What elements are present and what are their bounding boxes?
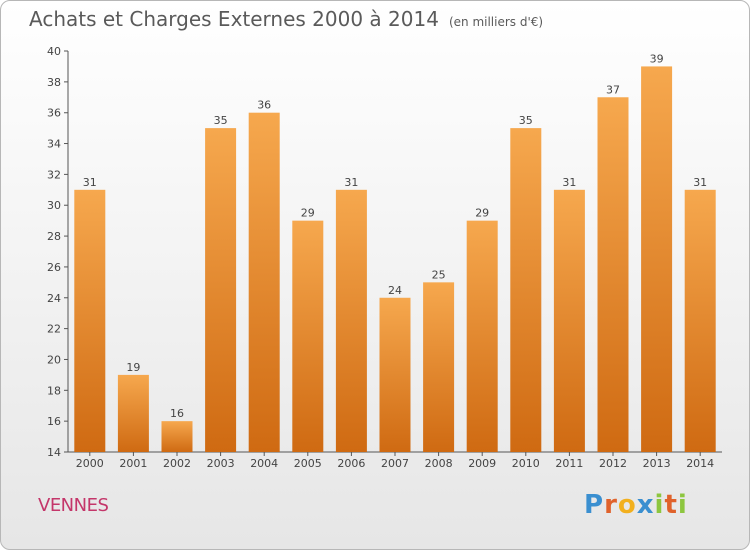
data-label: 19 xyxy=(126,361,140,374)
y-tick-label: 32 xyxy=(47,168,61,181)
bar xyxy=(248,112,280,452)
bar xyxy=(553,189,585,453)
logo-letter: x xyxy=(636,490,655,520)
x-tick-label: 2010 xyxy=(512,457,540,470)
value-labels: 31 19 16 35 36 29 31 24 25 29 35 31 37 39 31 xyxy=(83,52,707,420)
logo-letter: r xyxy=(604,490,618,520)
x-tick-label: 2000 xyxy=(76,457,104,470)
x-tick-label: 2005 xyxy=(294,457,322,470)
data-label: 31 xyxy=(344,176,358,189)
y-tick-label: 28 xyxy=(47,230,61,243)
x-tick-label: 2009 xyxy=(468,457,496,470)
data-label: 29 xyxy=(301,207,315,220)
bar xyxy=(641,66,673,452)
bars xyxy=(74,66,716,453)
data-label: 25 xyxy=(432,268,446,281)
x-tick-label: 2002 xyxy=(163,457,191,470)
y-tick-label: 30 xyxy=(47,199,61,212)
data-label: 36 xyxy=(257,99,271,112)
title-text: Achats et Charges Externes 2000 à 2014 xyxy=(29,7,439,31)
bar xyxy=(205,128,237,452)
bar xyxy=(510,128,542,452)
data-label: 37 xyxy=(606,83,620,96)
x-tick-label: 2006 xyxy=(337,457,365,470)
y-tick-label: 18 xyxy=(47,384,61,397)
data-label: 31 xyxy=(83,176,97,189)
bar xyxy=(466,220,498,452)
logo-letter: o xyxy=(617,490,637,520)
chart-subtitle: (en milliers d'€) xyxy=(448,15,544,29)
y-tick-label: 36 xyxy=(47,107,61,120)
data-label: 35 xyxy=(214,114,228,127)
axes: 14 16 18 20 22 24 26 28 30 32 34 36 38 40 2000 2001 2002… xyxy=(47,45,722,470)
x-tick-label: 2012 xyxy=(599,457,627,470)
x-tick-label: 2008 xyxy=(425,457,453,470)
data-label: 31 xyxy=(562,176,576,189)
y-tick-label: 38 xyxy=(47,76,61,89)
y-tick-label: 24 xyxy=(47,292,61,305)
bar xyxy=(161,421,193,452)
x-tick-label: 2011 xyxy=(555,457,583,470)
y-tick-label: 26 xyxy=(47,261,61,274)
logo-letter: i xyxy=(654,490,665,520)
y-tick-label: 20 xyxy=(47,353,61,366)
bar xyxy=(117,374,149,452)
y-tick-label: 34 xyxy=(47,138,61,151)
data-label: 16 xyxy=(170,407,184,420)
x-tick-label: 2007 xyxy=(381,457,409,470)
bar xyxy=(597,97,629,453)
data-label: 24 xyxy=(388,284,402,297)
logo-letter: P xyxy=(584,490,605,520)
y-tick-label: 16 xyxy=(47,415,61,428)
y-tick-label: 14 xyxy=(47,446,61,459)
bar xyxy=(292,220,324,452)
y-tick-label: 40 xyxy=(47,45,61,58)
y-tick-label: 22 xyxy=(47,323,61,336)
data-label: 29 xyxy=(475,207,489,220)
proxiti-logo: Proxiti xyxy=(584,490,688,520)
logo-letter: i xyxy=(677,490,688,520)
logo-letter: t xyxy=(664,490,678,520)
chart-title: Achats et Charges Externes 2000 à 2014 (e… xyxy=(29,7,543,31)
x-tick-label: 2003 xyxy=(207,457,235,470)
bar xyxy=(423,282,455,452)
data-label: 35 xyxy=(519,114,533,127)
bar xyxy=(335,189,367,453)
bar xyxy=(74,189,106,453)
data-label: 31 xyxy=(693,176,707,189)
x-tick-label: 2014 xyxy=(686,457,714,470)
place-name: VENNES xyxy=(38,495,109,516)
bar xyxy=(379,297,411,452)
bar xyxy=(684,189,716,453)
x-tick-label: 2004 xyxy=(250,457,278,470)
data-label: 39 xyxy=(650,52,664,65)
x-tick-label: 2013 xyxy=(643,457,671,470)
x-tick-label: 2001 xyxy=(119,457,147,470)
